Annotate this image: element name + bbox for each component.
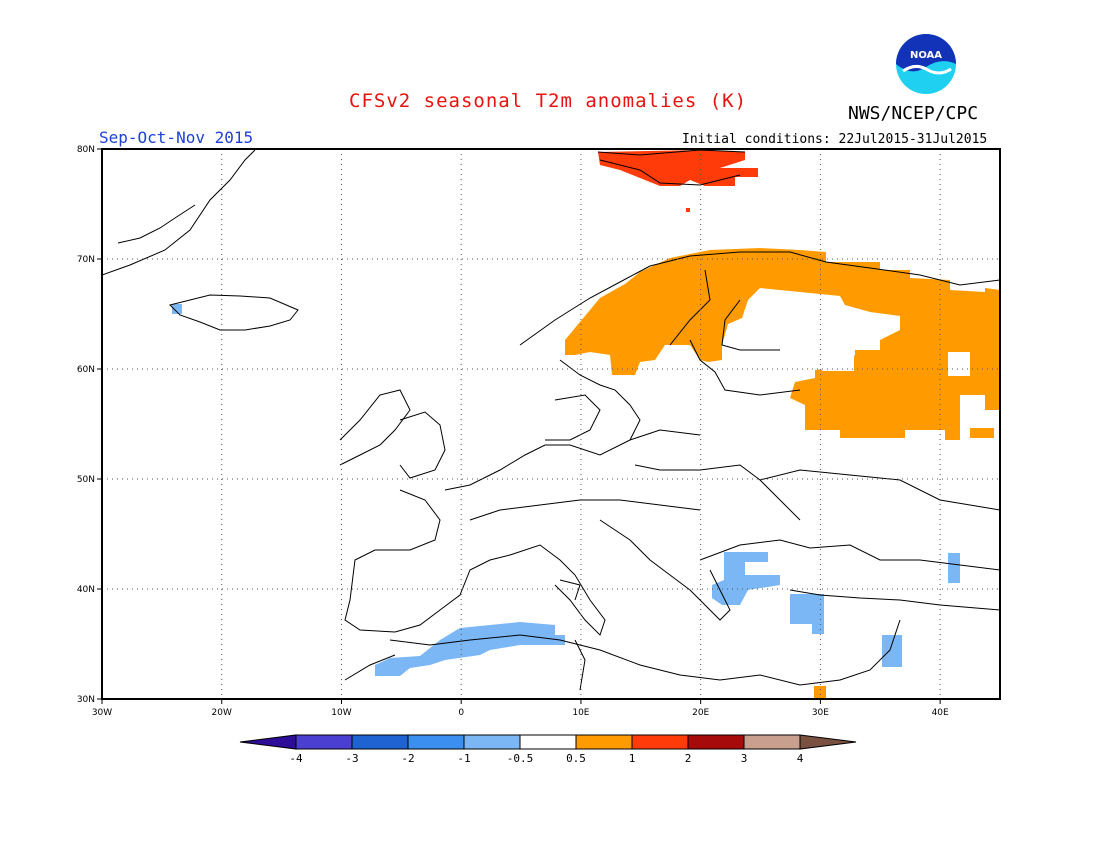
lon-tick-label: 10W [331, 708, 351, 718]
colorbar-label: -1 [457, 752, 470, 765]
lon-tick-label: 20W [212, 708, 232, 718]
axis-ticks: 30W 20W 10W 0 10E 20E 30E 40E 30N 40N 50N 60N 70N 80N [77, 145, 949, 718]
anomaly-shading [172, 150, 1000, 699]
colorbar-label: 1 [629, 752, 636, 765]
lat-tick-label: 80N [77, 145, 95, 155]
lon-tick-label: 30W [92, 708, 112, 718]
colorbar-label: 2 [685, 752, 692, 765]
colorbar-segment [743, 734, 801, 750]
colorbar-segment [519, 734, 577, 750]
colorbar-segment [407, 734, 465, 750]
russia-south-patch [970, 428, 994, 438]
lat-tick-label: 60N [77, 365, 95, 375]
colorbar-label: -0.5 [507, 752, 534, 765]
lat-tick-label: 50N [77, 475, 95, 485]
colorbar-segment [575, 734, 633, 750]
colorbar-segment [295, 734, 353, 750]
colorbar-label: 3 [741, 752, 748, 765]
colorbar-label: 0.5 [566, 752, 586, 765]
colorbar: -4 -3 -2 -1 -0.5 0.5 1 2 3 4 [239, 734, 857, 765]
colorbar-label: -4 [289, 752, 303, 765]
map-frame [101, 148, 1001, 700]
colorbar-segment [687, 734, 745, 750]
balkans-negative-anomaly [712, 552, 780, 605]
caucasus-negative-patch [948, 553, 960, 583]
anatolia-negative-patch [790, 594, 824, 624]
colorbar-label: 4 [797, 752, 804, 765]
svalbard-positive-anomaly [598, 150, 758, 186]
lon-tick-label: 20E [692, 708, 709, 718]
noaa-logo-text: NOAA [910, 50, 942, 61]
svalbard-island-dot [686, 208, 690, 212]
colorbar-max-arrow [799, 734, 857, 750]
colorbar-label: -3 [345, 752, 358, 765]
season-label: Sep-Oct-Nov 2015 [99, 128, 254, 147]
map-title: CFSv2 seasonal T2m anomalies (K) [349, 90, 748, 112]
lon-tick-label: 0 [458, 708, 464, 718]
lon-tick-label: 10E [572, 708, 589, 718]
lon-tick-label: 30E [812, 708, 829, 718]
lat-tick-label: 30N [77, 695, 95, 705]
lon-tick-label: 40E [932, 708, 949, 718]
lat-lon-grid [102, 149, 1000, 699]
colorbar-label: -2 [401, 752, 414, 765]
levant-negative-patch [882, 635, 902, 667]
colorbar-segment [463, 734, 521, 750]
northern-europe-positive-anomaly [565, 248, 1000, 440]
lat-tick-label: 40N [77, 585, 95, 595]
noaa-logo: NOAA [896, 34, 956, 94]
colorbar-segment [631, 734, 689, 750]
agency-label: NWS/NCEP/CPC [848, 103, 979, 124]
coastlines [102, 149, 1000, 691]
lat-tick-label: 70N [77, 255, 95, 265]
turkey-south-patch [814, 686, 826, 699]
initial-conditions-label: Initial conditions: 22Jul2015-31Jul2015 [682, 132, 988, 147]
colorbar-segment [351, 734, 409, 750]
colorbar-min-arrow [239, 734, 297, 750]
